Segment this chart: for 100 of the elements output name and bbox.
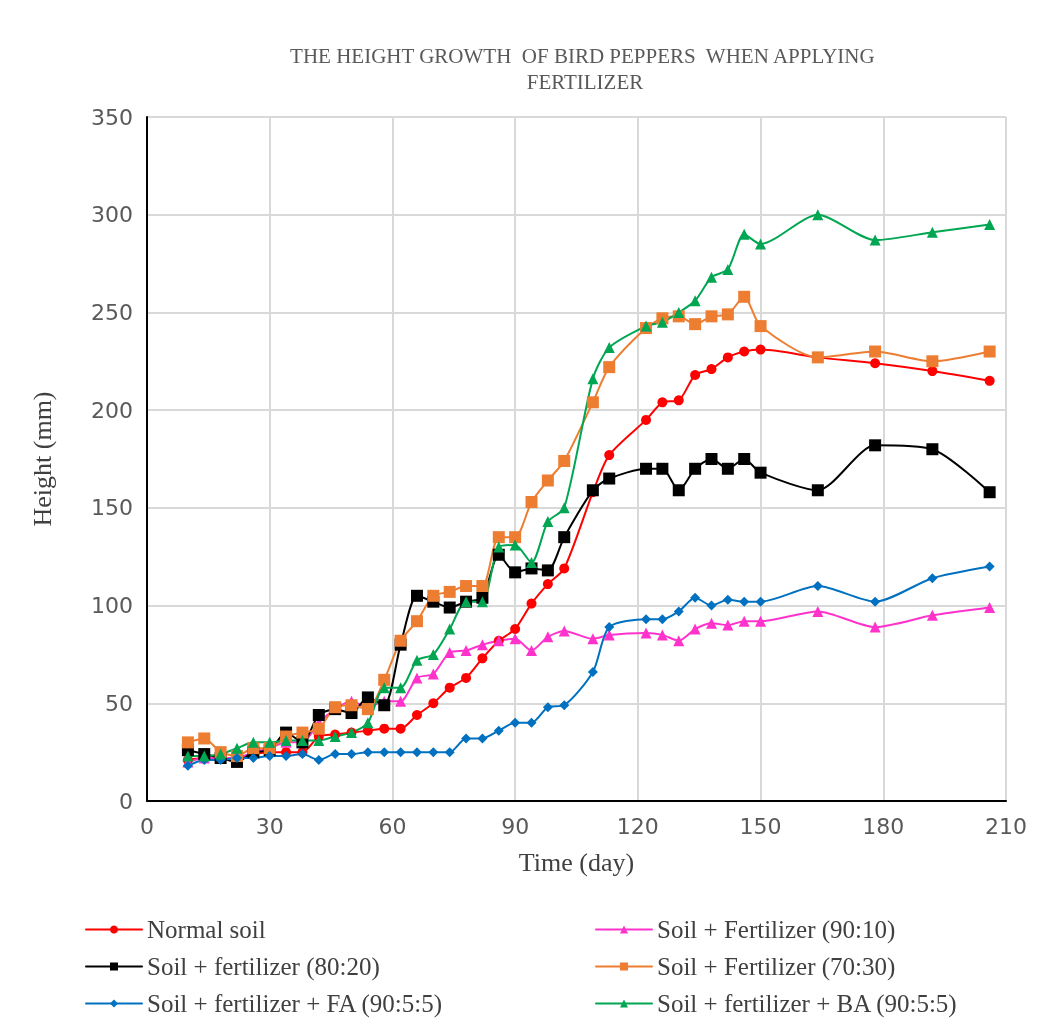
point: [705, 310, 718, 323]
point: [509, 633, 521, 645]
point: [312, 722, 325, 735]
point: [346, 749, 357, 760]
point: [755, 344, 766, 355]
point: [927, 573, 938, 584]
point: [231, 742, 243, 754]
point: [690, 592, 701, 603]
point: [812, 209, 824, 221]
point: [526, 557, 537, 569]
point: [738, 453, 751, 465]
point: [739, 596, 750, 607]
point: [410, 615, 423, 628]
point: [870, 596, 881, 607]
point: [869, 621, 881, 633]
y-tick-label: 200: [91, 397, 133, 423]
point: [754, 320, 767, 333]
point: [722, 619, 734, 631]
point: [395, 747, 406, 758]
point: [411, 747, 422, 758]
point: [542, 631, 554, 643]
point: [444, 747, 455, 758]
point: [811, 484, 824, 497]
point: [542, 516, 554, 528]
legend-label: Soil + fertilizer + BA (90:5:5): [657, 990, 957, 1018]
point: [313, 734, 325, 746]
point: [411, 654, 423, 666]
point: [444, 682, 455, 693]
point: [247, 736, 259, 748]
point: [182, 760, 193, 771]
legend-label: Soil + fertilizer + FA (90:5:5): [147, 990, 443, 1018]
point: [689, 318, 702, 331]
point: [641, 614, 652, 625]
point: [395, 682, 407, 694]
point: [394, 634, 407, 647]
point: [378, 682, 390, 694]
point: [559, 563, 570, 574]
point: [248, 753, 259, 764]
point: [362, 717, 374, 729]
point: [869, 234, 881, 246]
point: [296, 726, 309, 739]
point: [754, 466, 767, 479]
point: [526, 717, 537, 728]
point: [926, 355, 939, 368]
y-tick-label: 250: [91, 299, 133, 325]
point: [477, 653, 488, 664]
point: [460, 580, 473, 593]
point: [492, 531, 505, 544]
x-tick-label: 60: [378, 813, 407, 839]
x-axis-title: Time (day): [518, 847, 635, 877]
point: [476, 580, 489, 593]
point: [984, 602, 996, 614]
point: [526, 645, 537, 657]
point: [587, 633, 599, 645]
point: [690, 369, 701, 380]
point: [673, 606, 684, 617]
y-axis-title: Height (mm): [27, 391, 57, 527]
point: [738, 290, 751, 303]
point: [689, 462, 702, 475]
point: [984, 561, 995, 572]
point: [739, 346, 750, 357]
legend-label: Soil + Fertilizer (90:10): [657, 916, 896, 944]
legend-label: Normal soil: [147, 916, 266, 943]
legend-label: Soil + Fertilizer (70:30): [657, 953, 896, 981]
point: [705, 271, 717, 283]
point: [428, 747, 439, 758]
point: [493, 725, 504, 736]
y-tick-label: 100: [91, 593, 133, 619]
point: [673, 306, 685, 318]
y-tick-label: 350: [91, 104, 133, 130]
point: [603, 342, 615, 354]
x-tick-label: 150: [739, 813, 782, 839]
point: [379, 723, 390, 734]
point: [984, 375, 995, 386]
point: [689, 623, 701, 635]
y-tick-label: 300: [91, 202, 133, 228]
point: [510, 717, 521, 728]
point: [755, 615, 767, 627]
point: [345, 699, 358, 712]
point: [428, 698, 439, 709]
point: [722, 594, 733, 605]
point: [525, 495, 538, 508]
point: [181, 736, 194, 749]
point: [411, 710, 422, 721]
point: [657, 397, 668, 408]
point: [410, 589, 423, 602]
point: [443, 585, 456, 598]
point: [657, 614, 668, 625]
point: [738, 615, 750, 627]
point: [281, 751, 292, 762]
point: [722, 263, 734, 275]
point: [673, 395, 684, 406]
point: [444, 623, 456, 635]
point: [586, 396, 599, 409]
point: [869, 439, 882, 452]
x-tick-label: 30: [255, 813, 284, 839]
point: [604, 450, 615, 461]
point: [738, 228, 750, 240]
point: [559, 700, 570, 711]
point: [721, 462, 734, 475]
